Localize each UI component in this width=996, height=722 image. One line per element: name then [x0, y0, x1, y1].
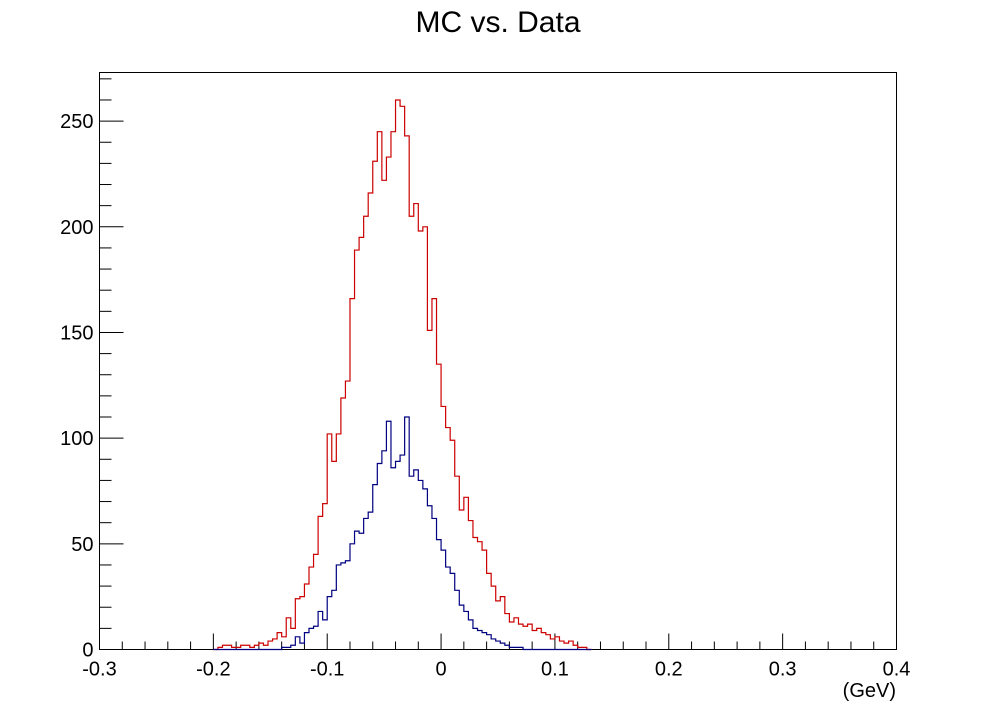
y-tick-label: 50: [71, 534, 93, 556]
x-tick-label: -0.1: [310, 659, 344, 681]
y-tick-label: 250: [60, 111, 93, 133]
y-tick-label: 0: [82, 640, 93, 662]
histogram-series-2: [213, 416, 592, 651]
x-tick-label: 0.3: [769, 659, 797, 681]
x-tick-label: -0.2: [196, 659, 230, 681]
x-tick-label: -0.3: [82, 659, 116, 681]
y-tick-label: 200: [60, 217, 93, 239]
axis-labels: -0.3 -0.2 -0.1 0 0.1 0.2 0.3 0.4 0 50 100 150 200 250: [60, 111, 910, 680]
y-tick-label: 100: [60, 428, 93, 450]
chart-title: MC vs. Data: [415, 6, 581, 39]
axis-ticks: [99, 78, 897, 650]
x-tick-label: 0.1: [541, 659, 569, 681]
plot-frame: [99, 72, 897, 650]
series-group: [213, 99, 592, 651]
x-tick-label: 0.2: [655, 659, 683, 681]
x-axis-label: (GeV): [843, 680, 896, 702]
x-tick-label: 0: [436, 659, 447, 681]
y-tick-label: 150: [60, 322, 93, 344]
histogram-series-1: [213, 99, 592, 651]
x-tick-label: 0.4: [883, 659, 911, 681]
